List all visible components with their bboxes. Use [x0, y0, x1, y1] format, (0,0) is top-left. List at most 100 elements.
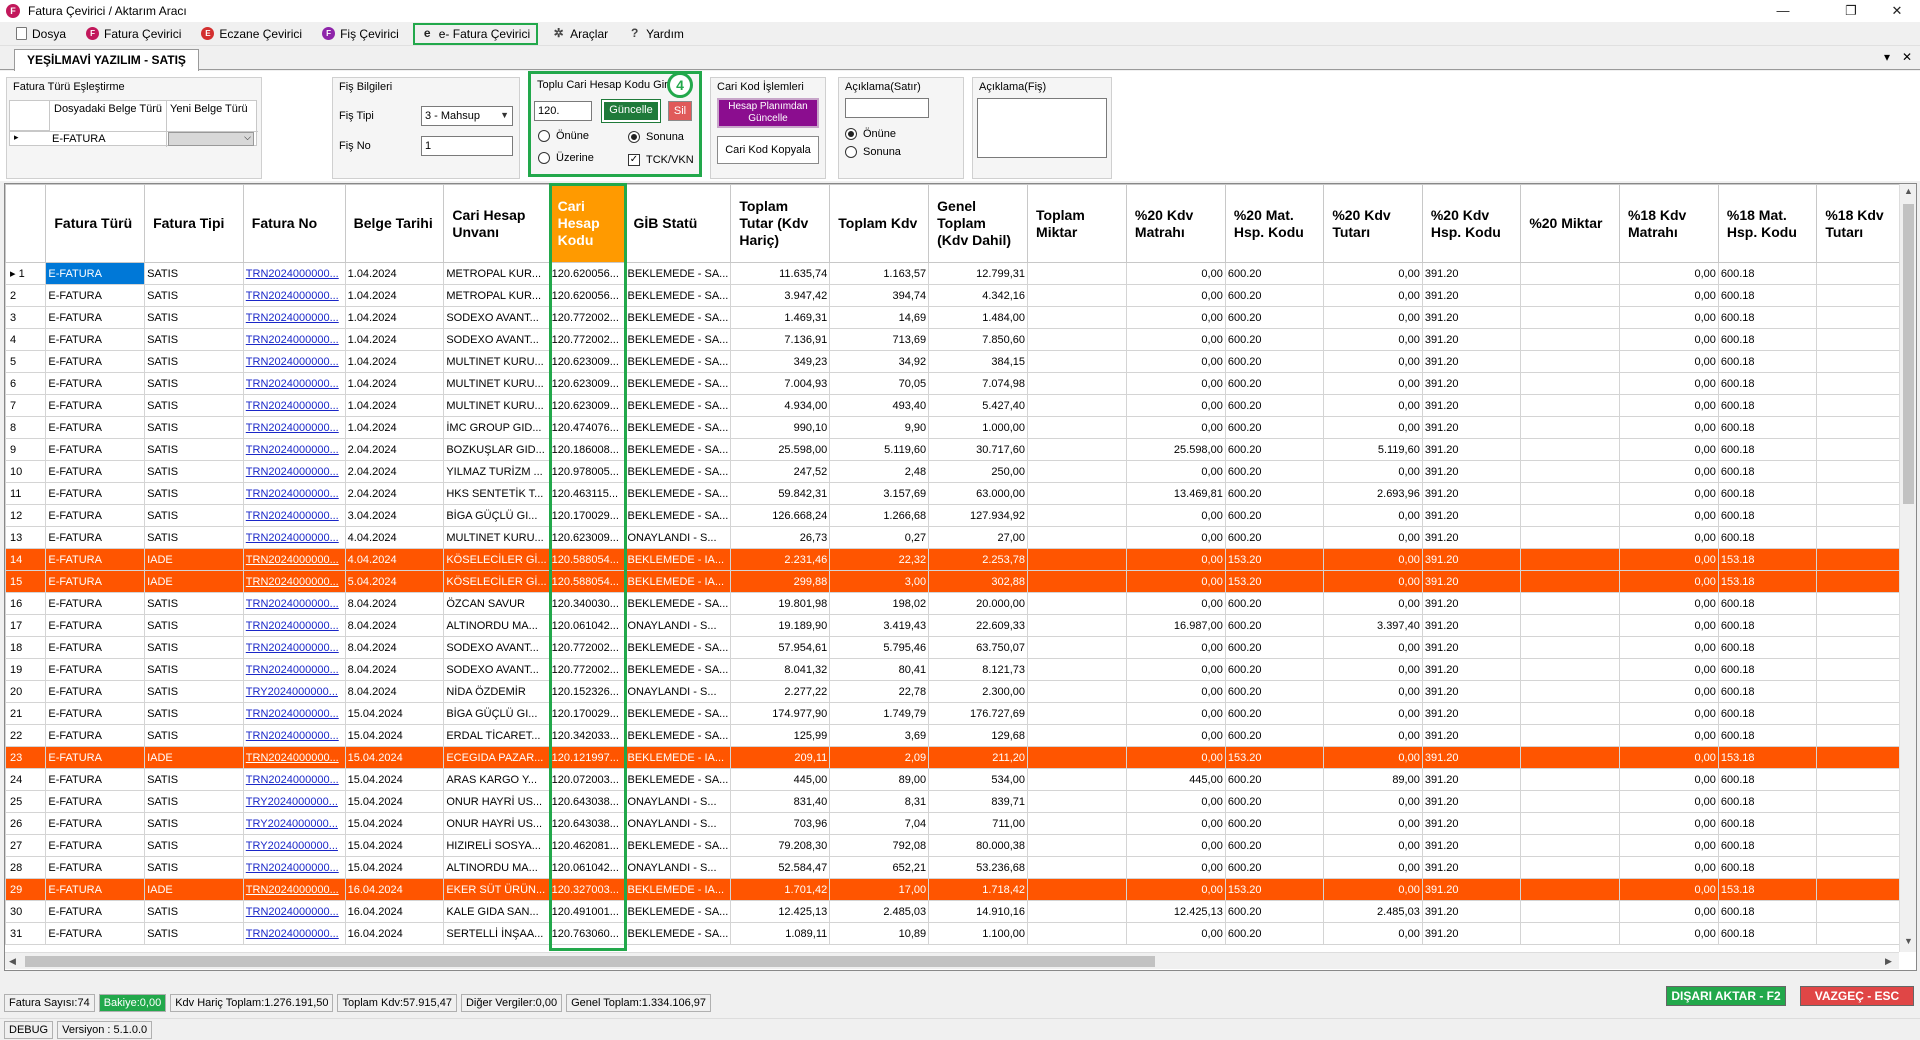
- table-cell[interactable]: TRN2024000000...: [242, 350, 346, 373]
- column-header-6[interactable]: Cari Hesap Kodu: [548, 184, 626, 263]
- table-cell[interactable]: TRN2024000000...: [242, 768, 346, 791]
- menu-item-0[interactable]: Dosya: [10, 24, 72, 44]
- table-cell[interactable]: TRY2024000000...: [242, 790, 346, 813]
- column-header-12[interactable]: %20 Kdv Matrahı: [1125, 184, 1226, 263]
- column-header-10[interactable]: Genel Toplam (Kdv Dahil): [928, 184, 1029, 263]
- table-row[interactable]: 10 E-FATURA SATIS TRN2024000000... 2.04.2024…: [5, 460, 1916, 483]
- column-header-7[interactable]: GİB Statü: [624, 184, 732, 263]
- table-cell[interactable]: TRY2024000000...: [242, 834, 346, 857]
- cari-kod-input[interactable]: 120.: [534, 101, 592, 121]
- scroll-left-icon[interactable]: ◀: [9, 956, 16, 966]
- table-row[interactable]: 27 E-FATURA SATIS TRY2024000000... 15.04.202…: [5, 834, 1916, 857]
- table-row[interactable]: 20 E-FATURA SATIS TRY2024000000... 8.04.2024…: [5, 680, 1916, 703]
- table-cell[interactable]: TRN2024000000...: [242, 394, 346, 417]
- fis-tipi-select[interactable]: 3 - Mahsup ▼: [421, 106, 513, 126]
- table-row[interactable]: 23 E-FATURA IADE TRN2024000000... 15.04.2024…: [5, 746, 1916, 769]
- close-icon[interactable]: ✕: [1891, 3, 1903, 18]
- table-cell[interactable]: TRN2024000000...: [242, 878, 346, 901]
- column-header-1[interactable]: Fatura Türü: [45, 184, 146, 263]
- table-cell[interactable]: TRN2024000000...: [242, 438, 346, 461]
- tck-vkn-checkbox[interactable]: ✓ TCK/VKN: [628, 154, 694, 166]
- disari-aktar-button[interactable]: DIŞARI AKTAR - F2: [1666, 986, 1786, 1006]
- horizontal-scrollbar[interactable]: ◀ ▶: [5, 952, 1899, 969]
- dosyadaki-belge-value[interactable]: E-FATURA: [52, 133, 106, 145]
- table-cell[interactable]: TRN2024000000...: [242, 306, 346, 329]
- table-row[interactable]: 13 E-FATURA SATIS TRN2024000000... 4.04.2024…: [5, 526, 1916, 549]
- aciklama-sonuna-radio[interactable]: Sonuna: [845, 146, 901, 158]
- column-header-17[interactable]: %18 Kdv Matrahı: [1618, 184, 1719, 263]
- table-cell[interactable]: TRN2024000000...: [242, 526, 346, 549]
- aciklama-onune-radio[interactable]: Önüne: [845, 128, 896, 140]
- column-header-0[interactable]: [5, 184, 47, 263]
- column-header-16[interactable]: %20 Miktar: [1520, 184, 1620, 263]
- minimize-icon[interactable]: —: [1776, 3, 1790, 18]
- yeni-belge-select[interactable]: ⌵: [168, 132, 254, 146]
- table-row[interactable]: 26 E-FATURA SATIS TRY2024000000... 15.04.202…: [5, 812, 1916, 835]
- tab-dropdown-icon[interactable]: ▾: [1884, 50, 1891, 64]
- table-row[interactable]: 12 E-FATURA SATIS TRN2024000000... 3.04.2024…: [5, 504, 1916, 527]
- column-header-2[interactable]: Fatura Tipi: [144, 184, 244, 263]
- table-row[interactable]: 8 E-FATURA SATIS TRN2024000000... 1.04.2024 İ…: [5, 416, 1916, 439]
- table-row[interactable]: 7 E-FATURA SATIS TRN2024000000... 1.04.2024 M…: [5, 394, 1916, 417]
- table-row[interactable]: 28 E-FATURA SATIS TRN2024000000... 15.04.202…: [5, 856, 1916, 879]
- menu-item-6[interactable]: ? Yardım: [622, 24, 690, 44]
- table-row[interactable]: 21 E-FATURA SATIS TRN2024000000... 15.04.202…: [5, 702, 1916, 725]
- menu-item-4[interactable]: e e- Fatura Çevirici: [412, 22, 539, 45]
- table-row[interactable]: 19 E-FATURA SATIS TRN2024000000... 8.04.2024…: [5, 658, 1916, 681]
- table-row[interactable]: 15 E-FATURA IADE TRN2024000000... 5.04.2024 K…: [5, 570, 1916, 593]
- table-cell[interactable]: TRN2024000000...: [242, 372, 346, 395]
- table-row[interactable]: 18 E-FATURA SATIS TRN2024000000... 8.04.2024…: [5, 636, 1916, 659]
- column-header-13[interactable]: %20 Mat. Hsp. Kodu: [1224, 184, 1325, 263]
- table-row[interactable]: 31 E-FATURA SATIS TRN2024000000... 16.04.202…: [5, 922, 1916, 945]
- uzerine-radio[interactable]: Üzerine: [538, 152, 594, 164]
- table-row[interactable]: ▸ 1 E-FATURA SATIS TRN2024000000... 1.04.202…: [5, 262, 1916, 285]
- table-cell[interactable]: TRN2024000000...: [242, 548, 346, 571]
- table-row[interactable]: 2 E-FATURA SATIS TRN2024000000... 1.04.2024 M…: [5, 284, 1916, 307]
- menu-item-5[interactable]: ✲ Araçlar: [546, 24, 614, 44]
- tab-close-icon[interactable]: ✕: [1902, 50, 1913, 64]
- vertical-scroll-thumb[interactable]: [1903, 204, 1914, 504]
- table-row[interactable]: 24 E-FATURA SATIS TRN2024000000... 15.04.202…: [5, 768, 1916, 791]
- table-cell[interactable]: TRN2024000000...: [242, 636, 346, 659]
- restore-icon[interactable]: ❐: [1845, 3, 1857, 18]
- table-cell[interactable]: TRY2024000000...: [242, 812, 346, 835]
- column-header-18[interactable]: %18 Mat. Hsp. Kodu: [1717, 184, 1818, 263]
- column-header-15[interactable]: %20 Kdv Hsp. Kodu: [1421, 184, 1522, 263]
- table-row[interactable]: 29 E-FATURA IADE TRN2024000000... 16.04.2024…: [5, 878, 1916, 901]
- table-row[interactable]: 3 E-FATURA SATIS TRN2024000000... 1.04.2024 S…: [5, 306, 1916, 329]
- table-cell[interactable]: TRN2024000000...: [242, 724, 346, 747]
- table-row[interactable]: 5 E-FATURA SATIS TRN2024000000... 1.04.2024 M…: [5, 350, 1916, 373]
- scroll-up-icon[interactable]: ▲: [1904, 186, 1913, 196]
- cari-kod-kopyala-button[interactable]: Cari Kod Kopyala: [717, 136, 819, 164]
- table-cell[interactable]: TRN2024000000...: [242, 592, 346, 615]
- table-cell[interactable]: TRN2024000000...: [242, 504, 346, 527]
- table-cell[interactable]: TRN2024000000...: [242, 262, 346, 285]
- column-header-9[interactable]: Toplam Kdv: [829, 184, 930, 263]
- column-header-4[interactable]: Belge Tarihi: [344, 184, 445, 263]
- table-row[interactable]: 11 E-FATURA SATIS TRN2024000000... 2.04.2024…: [5, 482, 1916, 505]
- table-row[interactable]: 22 E-FATURA SATIS TRN2024000000... 15.04.202…: [5, 724, 1916, 747]
- column-header-11[interactable]: Toplam Miktar: [1027, 184, 1127, 263]
- table-row[interactable]: 16 E-FATURA SATIS TRN2024000000... 8.04.2024…: [5, 592, 1916, 615]
- table-cell[interactable]: TRN2024000000...: [242, 658, 346, 681]
- table-cell[interactable]: TRN2024000000...: [242, 856, 346, 879]
- table-cell[interactable]: TRN2024000000...: [242, 746, 346, 769]
- table-cell[interactable]: TRN2024000000...: [242, 614, 346, 637]
- vazgec-button[interactable]: VAZGEÇ - ESC: [1800, 986, 1914, 1006]
- table-cell[interactable]: TRN2024000000...: [242, 570, 346, 593]
- table-row[interactable]: 17 E-FATURA SATIS TRN2024000000... 8.04.2024…: [5, 614, 1916, 637]
- menu-item-2[interactable]: E Eczane Çevirici: [195, 24, 308, 44]
- guncelle-button[interactable]: Güncelle: [601, 99, 661, 123]
- table-row[interactable]: 25 E-FATURA SATIS TRY2024000000... 15.04.202…: [5, 790, 1916, 813]
- table-cell[interactable]: TRN2024000000...: [242, 284, 346, 307]
- table-cell[interactable]: TRN2024000000...: [242, 328, 346, 351]
- scroll-right-icon[interactable]: ▶: [1885, 956, 1892, 966]
- table-cell[interactable]: TRN2024000000...: [242, 482, 346, 505]
- table-cell[interactable]: TRN2024000000...: [242, 702, 346, 725]
- table-row[interactable]: 6 E-FATURA SATIS TRN2024000000... 1.04.2024 M…: [5, 372, 1916, 395]
- table-cell[interactable]: TRN2024000000...: [242, 900, 346, 923]
- onune-radio[interactable]: Önüne: [538, 130, 589, 142]
- table-row[interactable]: 4 E-FATURA SATIS TRN2024000000... 1.04.2024 S…: [5, 328, 1916, 351]
- vertical-scrollbar[interactable]: ▲ ▼: [1899, 184, 1916, 952]
- menu-item-1[interactable]: F Fatura Çevirici: [80, 24, 187, 44]
